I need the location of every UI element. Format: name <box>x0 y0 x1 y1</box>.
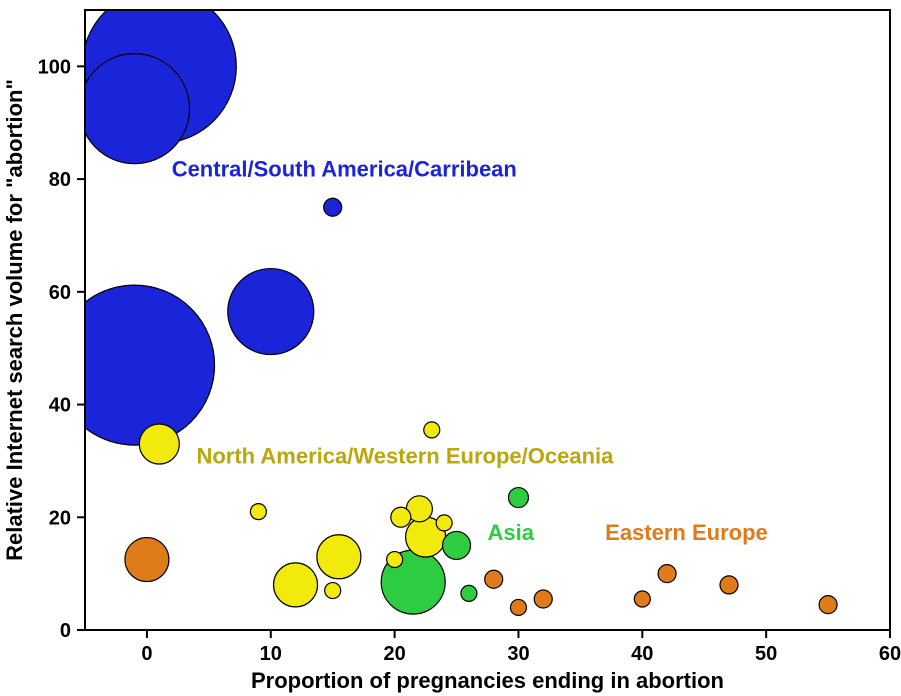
bubble-ee <box>720 576 738 594</box>
group-label-ee: Eastern Europe <box>605 520 768 545</box>
bubble-naweo <box>325 583 341 599</box>
bubble-ee <box>125 538 169 582</box>
x-tick-label: 10 <box>260 643 282 665</box>
y-tick-label: 60 <box>49 282 71 304</box>
x-tick-label: 60 <box>879 643 901 665</box>
bubble-naweo <box>436 515 452 531</box>
group-label-asia: Asia <box>488 520 535 545</box>
chart-svg: 0 10 20 30 40 50 60 0 20 40 60 80 100 Proportion of p… <box>0 0 901 696</box>
x-tick-label: 20 <box>383 643 405 665</box>
bubble-ee <box>819 596 837 614</box>
y-tick-label: 100 <box>38 56 71 78</box>
bubble-ee <box>510 599 526 615</box>
bubble-csa <box>55 285 215 445</box>
group-label-csa: Central/South America/Carribean <box>172 156 517 181</box>
y-tick-label: 0 <box>60 620 71 642</box>
bubble-naweo <box>250 504 266 520</box>
bubble-asia <box>508 488 528 508</box>
bubble-csa <box>80 54 190 164</box>
x-axis-title: Proportion of pregnancies ending in abor… <box>251 668 724 693</box>
y-tick-label: 40 <box>49 395 71 417</box>
bubble-ee <box>534 590 552 608</box>
bubble-ee <box>634 591 650 607</box>
y-axis-title: Relative Internet search volume for "abo… <box>2 79 27 561</box>
bubble-naweo <box>387 552 403 568</box>
bubble-naweo <box>424 422 440 438</box>
bubble-chart: 0 10 20 30 40 50 60 0 20 40 60 80 100 Proportion of p… <box>0 0 901 696</box>
bubble-asia <box>443 531 471 559</box>
bubble-csa <box>324 198 342 216</box>
bubble-csa <box>228 269 314 355</box>
bubble-naweo <box>139 424 179 464</box>
x-tick-label: 50 <box>755 643 777 665</box>
x-tick-label: 0 <box>141 643 152 665</box>
bubble-naweo <box>391 507 411 527</box>
x-tick-label: 30 <box>507 643 529 665</box>
bubble-ee <box>485 570 503 588</box>
bubble-asia <box>461 585 477 601</box>
x-tick-label: 40 <box>631 643 653 665</box>
y-tick-label: 20 <box>49 507 71 529</box>
group-label-naweo: North America/Western Europe/Oceania <box>196 444 614 469</box>
y-tick-label: 80 <box>49 169 71 191</box>
bubble-naweo <box>317 535 361 579</box>
bubble-ee <box>658 565 676 583</box>
bubble-naweo <box>274 563 318 607</box>
